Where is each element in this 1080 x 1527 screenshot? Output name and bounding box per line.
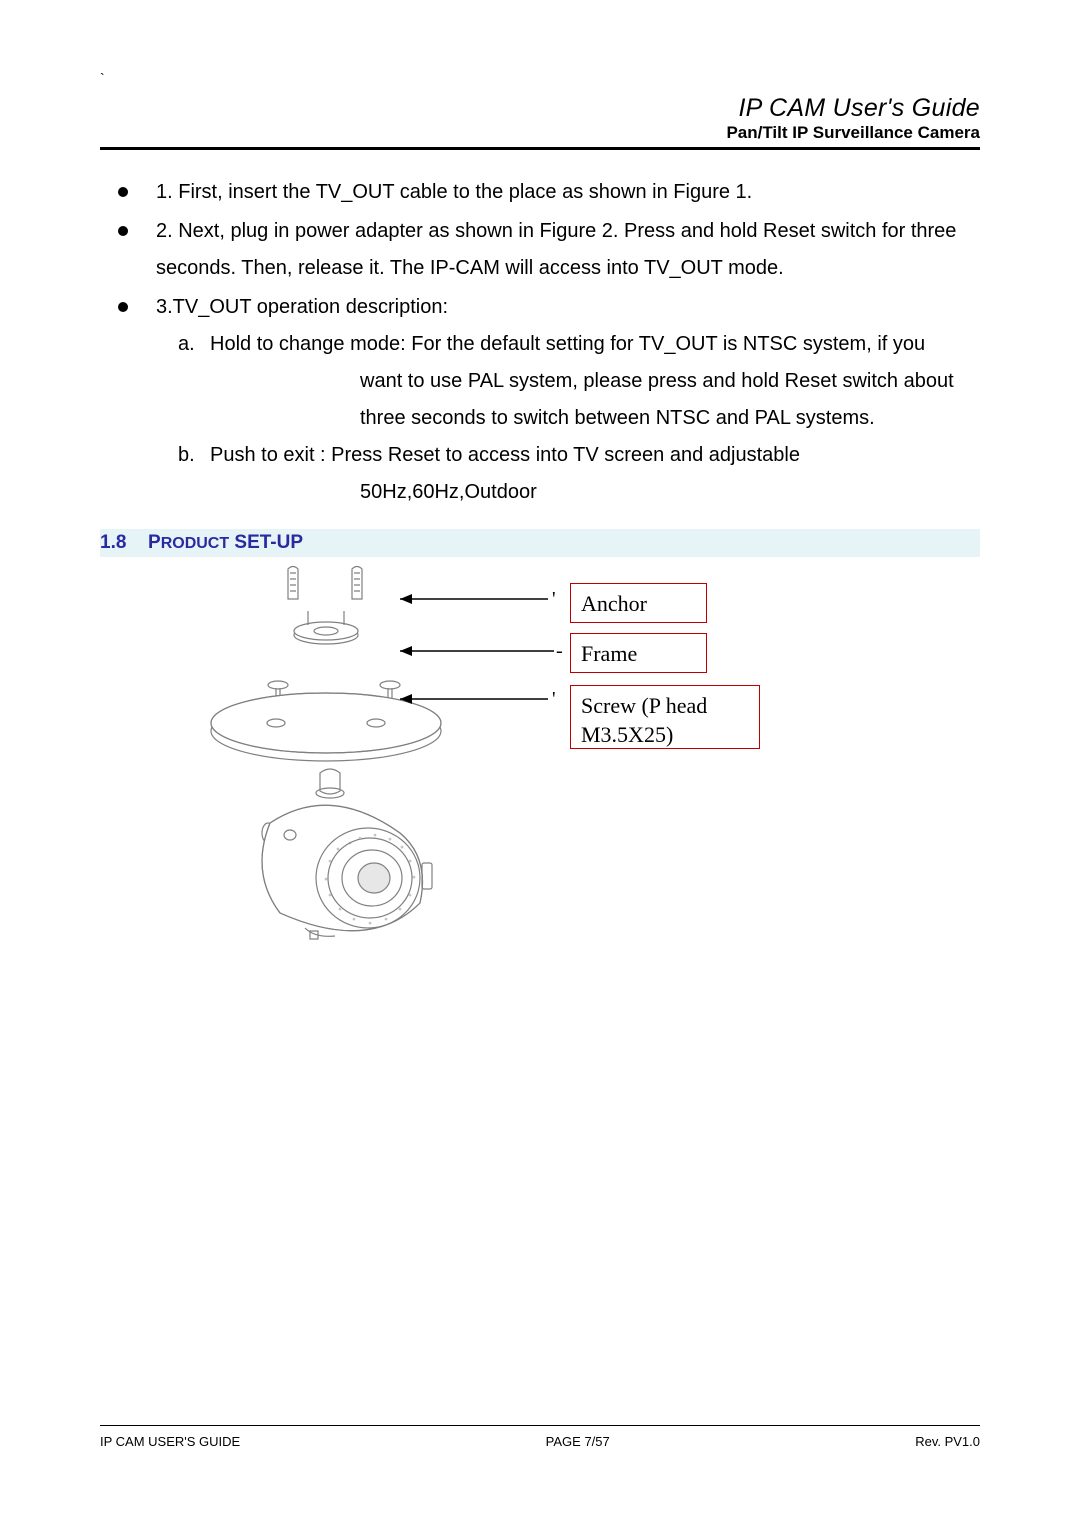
- section-title-p: P: [148, 532, 161, 553]
- bullet-text: 2. Next, plug in power adapter as shown …: [156, 220, 956, 279]
- sub-marker: b.: [178, 437, 195, 474]
- sub-cont: three seconds to switch between NTSC and…: [210, 400, 980, 437]
- sub-item-b: b. Push to exit : Press Reset to access …: [178, 437, 980, 511]
- stray-grave: `: [100, 70, 980, 86]
- sub-list: a. Hold to change mode: For the default …: [156, 326, 980, 511]
- sub-item-a: a. Hold to change mode: For the default …: [178, 326, 980, 437]
- footer-right: Rev. PV1.0: [915, 1434, 980, 1449]
- section-heading: 1.8PRODUCT SET-UP: [100, 529, 980, 557]
- section-title-sc: RODUCT: [161, 535, 229, 552]
- arrow-tick: ': [552, 688, 556, 710]
- header-subtitle: Pan/Tilt IP Surveillance Camera: [100, 123, 980, 143]
- main-bullet-list: 1. First, insert the TV_OUT cable to the…: [100, 174, 980, 511]
- bullet-item: 2. Next, plug in power adapter as shown …: [118, 213, 980, 287]
- bullet-item: 1. First, insert the TV_OUT cable to the…: [118, 174, 980, 211]
- callout-frame: Frame: [570, 633, 707, 673]
- bullet-item: 3.TV_OUT operation description: a. Hold …: [118, 289, 980, 511]
- diagram-svg: ' - ': [100, 563, 980, 973]
- arrow-tick: -: [556, 640, 563, 662]
- arrow-tick: ': [552, 588, 556, 610]
- footer-center: PAGE 7/57: [546, 1434, 610, 1449]
- section-number: 1.8: [100, 532, 148, 554]
- section-title-tail: SET-UP: [229, 532, 303, 553]
- bullet-text: 3.TV_OUT operation description:: [156, 296, 448, 318]
- page-header: IP CAM User's Guide Pan/Tilt IP Surveill…: [100, 94, 980, 150]
- callout-screw: Screw (P head M3.5X25): [570, 685, 760, 749]
- bullet-text: 1. First, insert the TV_OUT cable to the…: [156, 181, 752, 203]
- sub-cont: want to use PAL system, please press and…: [210, 363, 980, 400]
- page-footer: IP CAM USER'S GUIDE PAGE 7/57 Rev. PV1.0: [100, 1425, 980, 1449]
- sub-cont: 50Hz,60Hz,Outdoor: [210, 474, 980, 511]
- header-title: IP CAM User's Guide: [100, 94, 980, 123]
- footer-left: IP CAM USER'S GUIDE: [100, 1434, 240, 1449]
- sub-lead: Push to exit : Press Reset to access int…: [210, 444, 800, 466]
- product-setup-diagram: ' - ' Anchor Frame Screw (P head M3.5X25…: [100, 563, 980, 973]
- callout-anchor: Anchor: [570, 583, 707, 623]
- sub-lead: Hold to change mode: For the default set…: [210, 333, 925, 355]
- sub-marker: a.: [178, 326, 195, 363]
